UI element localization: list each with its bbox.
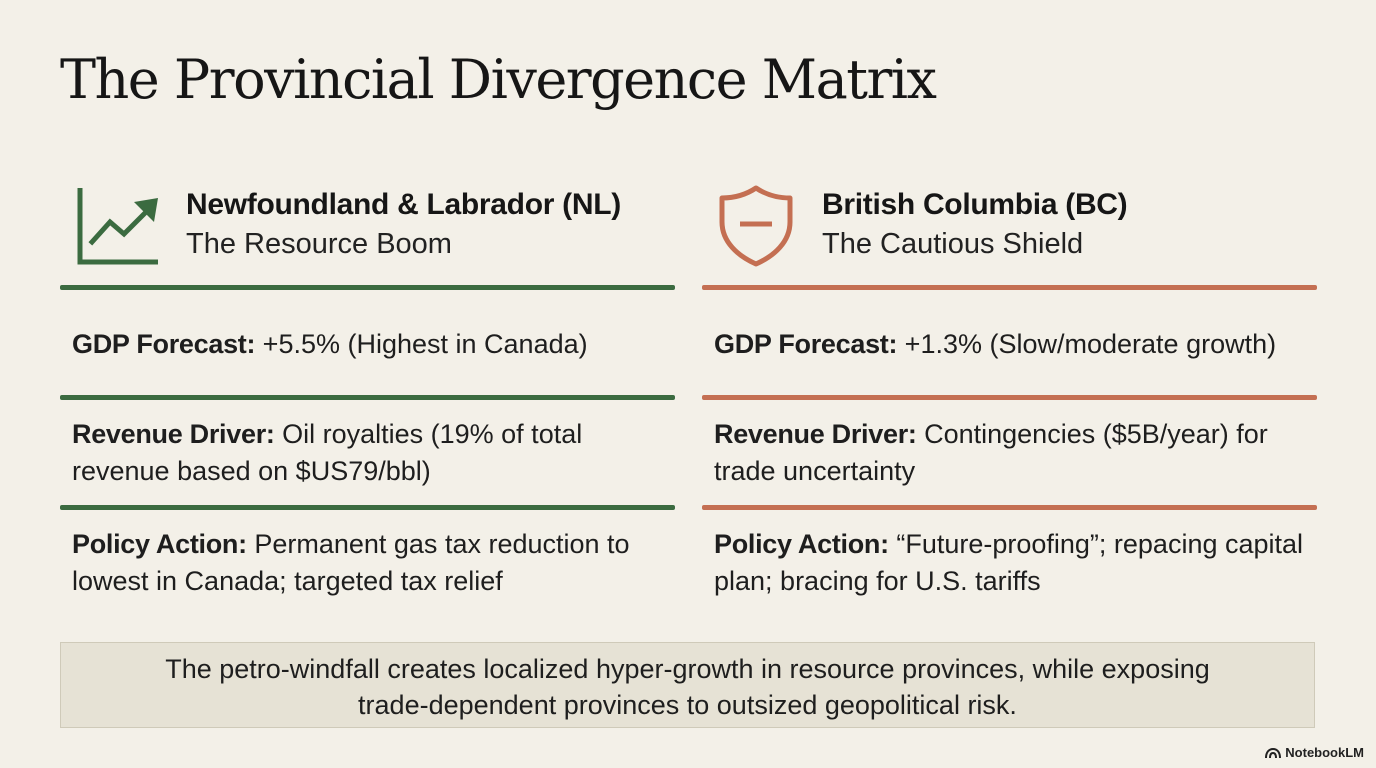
bc-policy-value: “Future-proofing”; repacing capital plan… <box>714 529 1304 596</box>
nl-divider <box>60 285 675 290</box>
nl-column: Newfoundland & Labrador (NL) The Resourc… <box>60 180 675 600</box>
nl-policy-value: Permanent gas tax reduction to lowest in… <box>72 529 630 596</box>
nl-title: Newfoundland & Labrador (NL) <box>186 188 621 221</box>
nl-subtitle: The Resource Boom <box>186 228 452 260</box>
bc-column: British Columbia (BC) The Cautious Shiel… <box>702 180 1317 600</box>
brand-label: NotebookLM <box>1285 745 1364 760</box>
summary-callout: The petro-windfall creates localized hyp… <box>60 642 1315 728</box>
shield-minus-icon <box>719 185 793 267</box>
bc-divider <box>702 395 1317 400</box>
bc-subtitle: The Cautious Shield <box>822 228 1084 260</box>
nl-policy-row: Policy Action: Permanent gas tax reducti… <box>60 510 675 600</box>
nl-gdp-label: GDP Forecast: <box>72 329 256 359</box>
bc-divider <box>702 285 1317 290</box>
bc-gdp-value: +1.3% (Slow/moderate growth) <box>897 329 1277 359</box>
bc-header: British Columbia (BC) The Cautious Shiel… <box>702 180 1317 285</box>
nl-revenue-label: Revenue Driver: <box>72 419 275 449</box>
bc-title: British Columbia (BC) <box>822 188 1128 221</box>
summary-line-1: The petro-windfall creates localized hyp… <box>165 654 1210 684</box>
bc-revenue-value: Contingencies ($5B/year) for trade uncer… <box>714 419 1268 486</box>
summary-line-2: trade-dependent provinces to outsized ge… <box>358 690 1017 720</box>
bc-gdp-label: GDP Forecast: <box>714 329 898 359</box>
nl-revenue-value: Oil royalties (19% of total revenue base… <box>72 419 583 486</box>
bc-divider <box>702 505 1317 510</box>
notebooklm-logo-icon <box>1265 747 1282 758</box>
bc-gdp-row: GDP Forecast: +1.3% (Slow/moderate growt… <box>702 290 1317 395</box>
nl-policy-label: Policy Action: <box>72 529 247 559</box>
brand-watermark: NotebookLM <box>1265 745 1364 760</box>
nl-divider <box>60 395 675 400</box>
nl-gdp-row: GDP Forecast: +5.5% (Highest in Canada) <box>60 290 675 395</box>
bc-revenue-row: Revenue Driver: Contingencies ($5B/year)… <box>702 400 1317 505</box>
nl-revenue-row: Revenue Driver: Oil royalties (19% of to… <box>60 400 675 505</box>
bc-revenue-label: Revenue Driver: <box>714 419 917 449</box>
page-title: The Provincial Divergence Matrix <box>60 48 937 111</box>
trending-up-chart-icon <box>77 188 158 265</box>
nl-gdp-value: +5.5% (Highest in Canada) <box>255 329 588 359</box>
bc-policy-label: Policy Action: <box>714 529 889 559</box>
bc-policy-row: Policy Action: “Future-proofing”; repaci… <box>702 510 1317 600</box>
nl-divider <box>60 505 675 510</box>
nl-header: Newfoundland & Labrador (NL) The Resourc… <box>60 180 675 285</box>
